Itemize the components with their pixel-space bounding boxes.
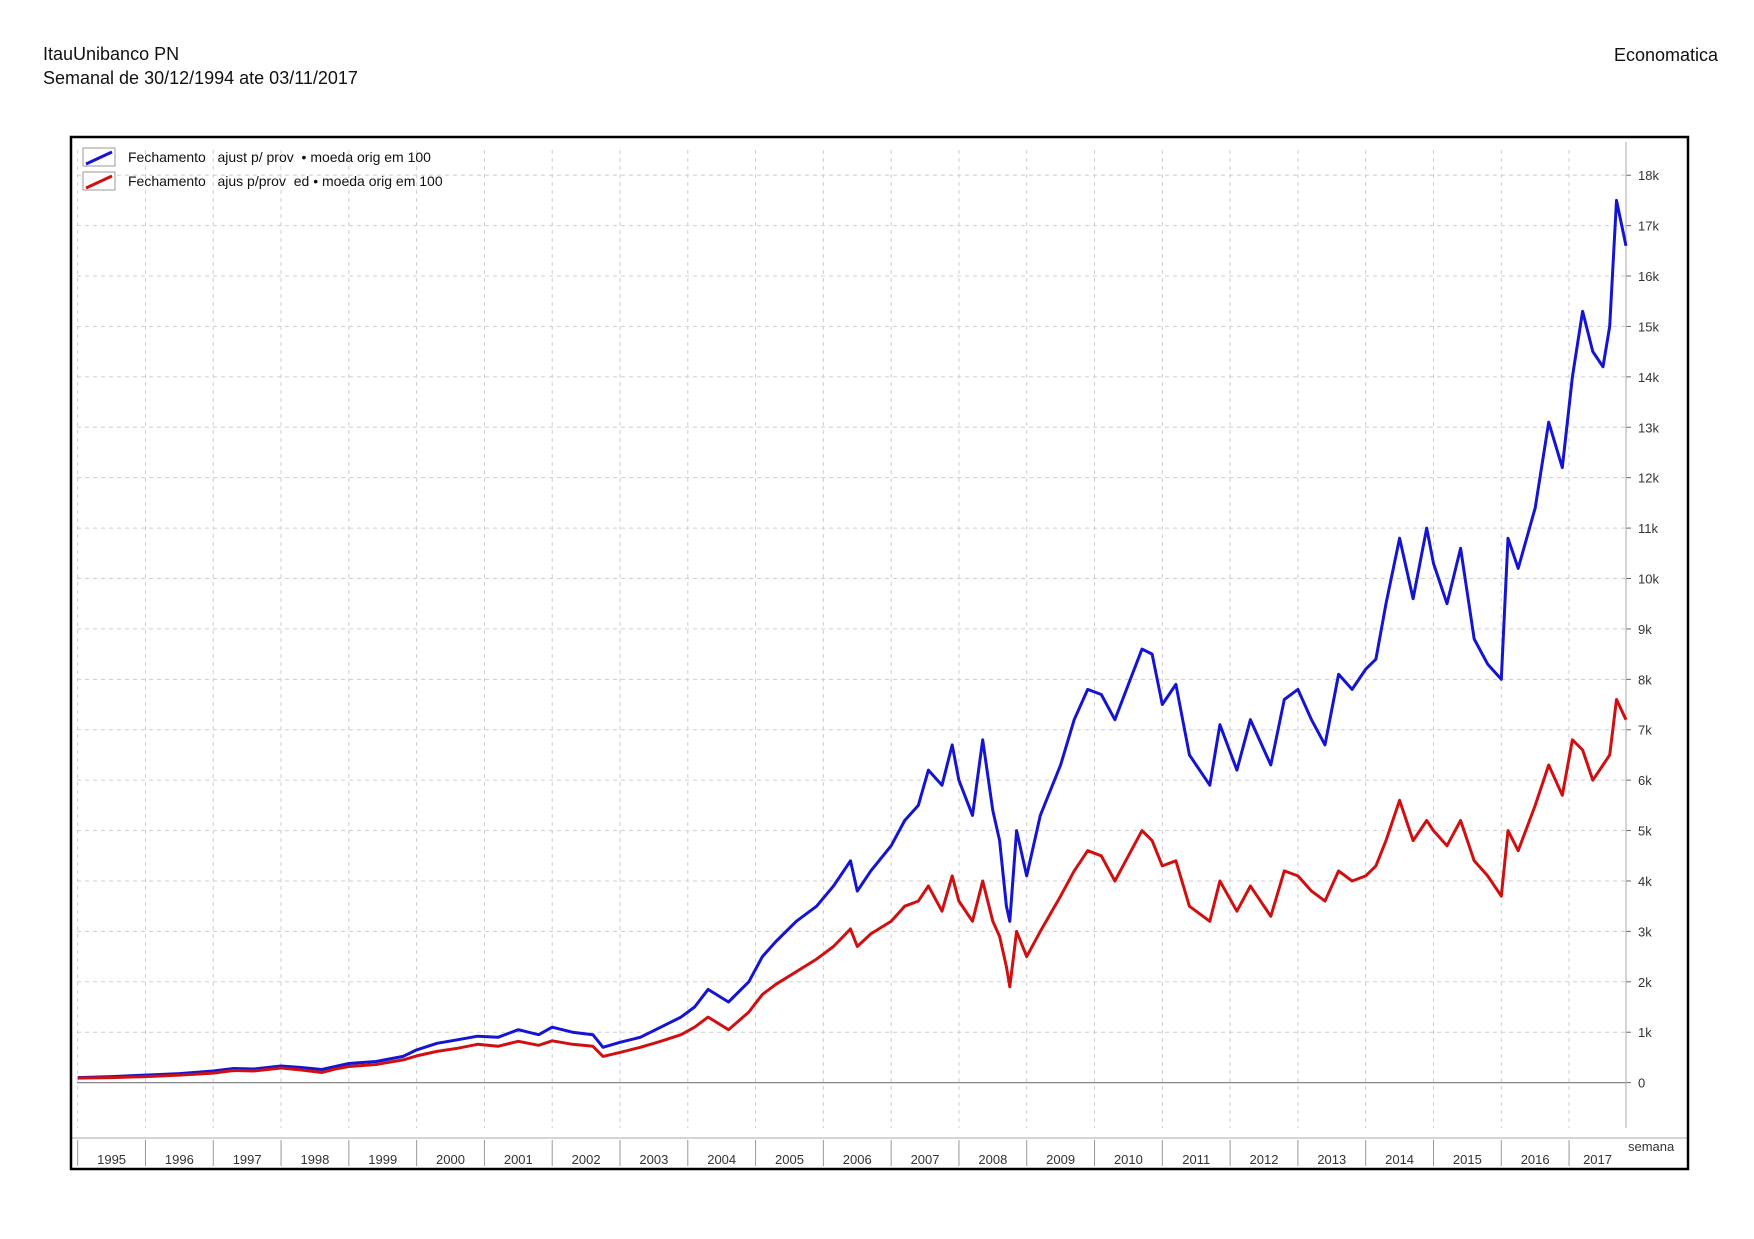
legend-line-red (85, 174, 113, 190)
y-tick-label: 16k (1638, 269, 1659, 284)
chart-subtitle: Semanal de 30/12/1994 ate 03/11/2017 (43, 68, 358, 88)
x-tick-label: 2016 (1521, 1152, 1550, 1167)
legend-label-blue: Fechamento ajust p/ prov • moeda orig em… (128, 149, 431, 165)
legend-line-blue (85, 150, 113, 166)
x-axis-label: semana (1628, 1139, 1675, 1154)
x-tick-label: 2006 (843, 1152, 872, 1167)
chart-title: ItauUnibanco PN (43, 44, 180, 64)
y-tick-label: 18k (1638, 168, 1659, 183)
series-line-blue (77, 198, 1628, 1080)
y-tick-label: 6k (1638, 773, 1652, 788)
y-tick-label: 8k (1638, 672, 1652, 687)
plot-frame (69, 135, 1690, 1171)
y-tick-label: 15k (1638, 319, 1659, 334)
brand-label: Economatica (1613, 45, 1718, 65)
legend: Fechamento ajust p/ prov • moeda orig em… (82, 147, 443, 191)
x-tick-label: 2013 (1317, 1152, 1346, 1167)
x-tick-label: 2003 (639, 1152, 668, 1167)
y-tick-label: 14k (1638, 370, 1659, 385)
x-tick-label: 1998 (300, 1152, 329, 1167)
x-tick-label: 2002 (572, 1152, 601, 1167)
x-tick-label: 1995 (97, 1152, 126, 1167)
x-tick-label: 1999 (368, 1152, 397, 1167)
x-tick-label: 1997 (233, 1152, 262, 1167)
y-tick-label: 2k (1638, 975, 1652, 990)
y-tick-label: 10k (1638, 572, 1659, 587)
y-tick-label: 7k (1638, 723, 1652, 738)
x-tick-label: 2017 (1583, 1152, 1612, 1167)
y-tick-label: 4k (1638, 874, 1652, 889)
y-tick-label: 17k (1638, 219, 1659, 234)
grid (77, 150, 1626, 1128)
x-tick-label: 2012 (1250, 1152, 1279, 1167)
y-tick-label: 12k (1638, 471, 1659, 486)
y-tick-label: 13k (1638, 420, 1659, 435)
y-tick-label: 5k (1638, 824, 1652, 839)
series-line-red (77, 698, 1628, 1080)
x-tick-label: 2004 (707, 1152, 736, 1167)
x-tick-label: 2009 (1046, 1152, 1075, 1167)
x-tick-label: 2000 (436, 1152, 465, 1167)
x-tick-label: 2010 (1114, 1152, 1143, 1167)
y-tick-label: 11k (1638, 521, 1658, 536)
y-tick-label: 9k (1638, 622, 1652, 637)
x-tick-label: 2014 (1385, 1152, 1414, 1167)
x-tick-label: 2007 (911, 1152, 940, 1167)
x-tick-label: 2015 (1453, 1152, 1482, 1167)
axes: 0 1k 2k 3k 4k 5k 6k 7k 8k 9k 10k 11k 12k 13k 14k 15k 16k… (71, 142, 1688, 1167)
legend-label-red: Fechamento ajus p/prov ed • moeda orig e… (128, 173, 443, 189)
x-tick-label: 1996 (165, 1152, 194, 1167)
y-tick-label: 3k (1638, 924, 1652, 939)
y-tick-label: 1k (1638, 1025, 1652, 1040)
x-tick-label: 2005 (775, 1152, 804, 1167)
x-tick-label: 2011 (1182, 1152, 1210, 1167)
x-tick-label: 2001 (504, 1152, 533, 1167)
y-tick-label: 0 (1638, 1076, 1645, 1091)
series-group (77, 198, 1628, 1080)
x-tick-label: 2008 (978, 1152, 1007, 1167)
